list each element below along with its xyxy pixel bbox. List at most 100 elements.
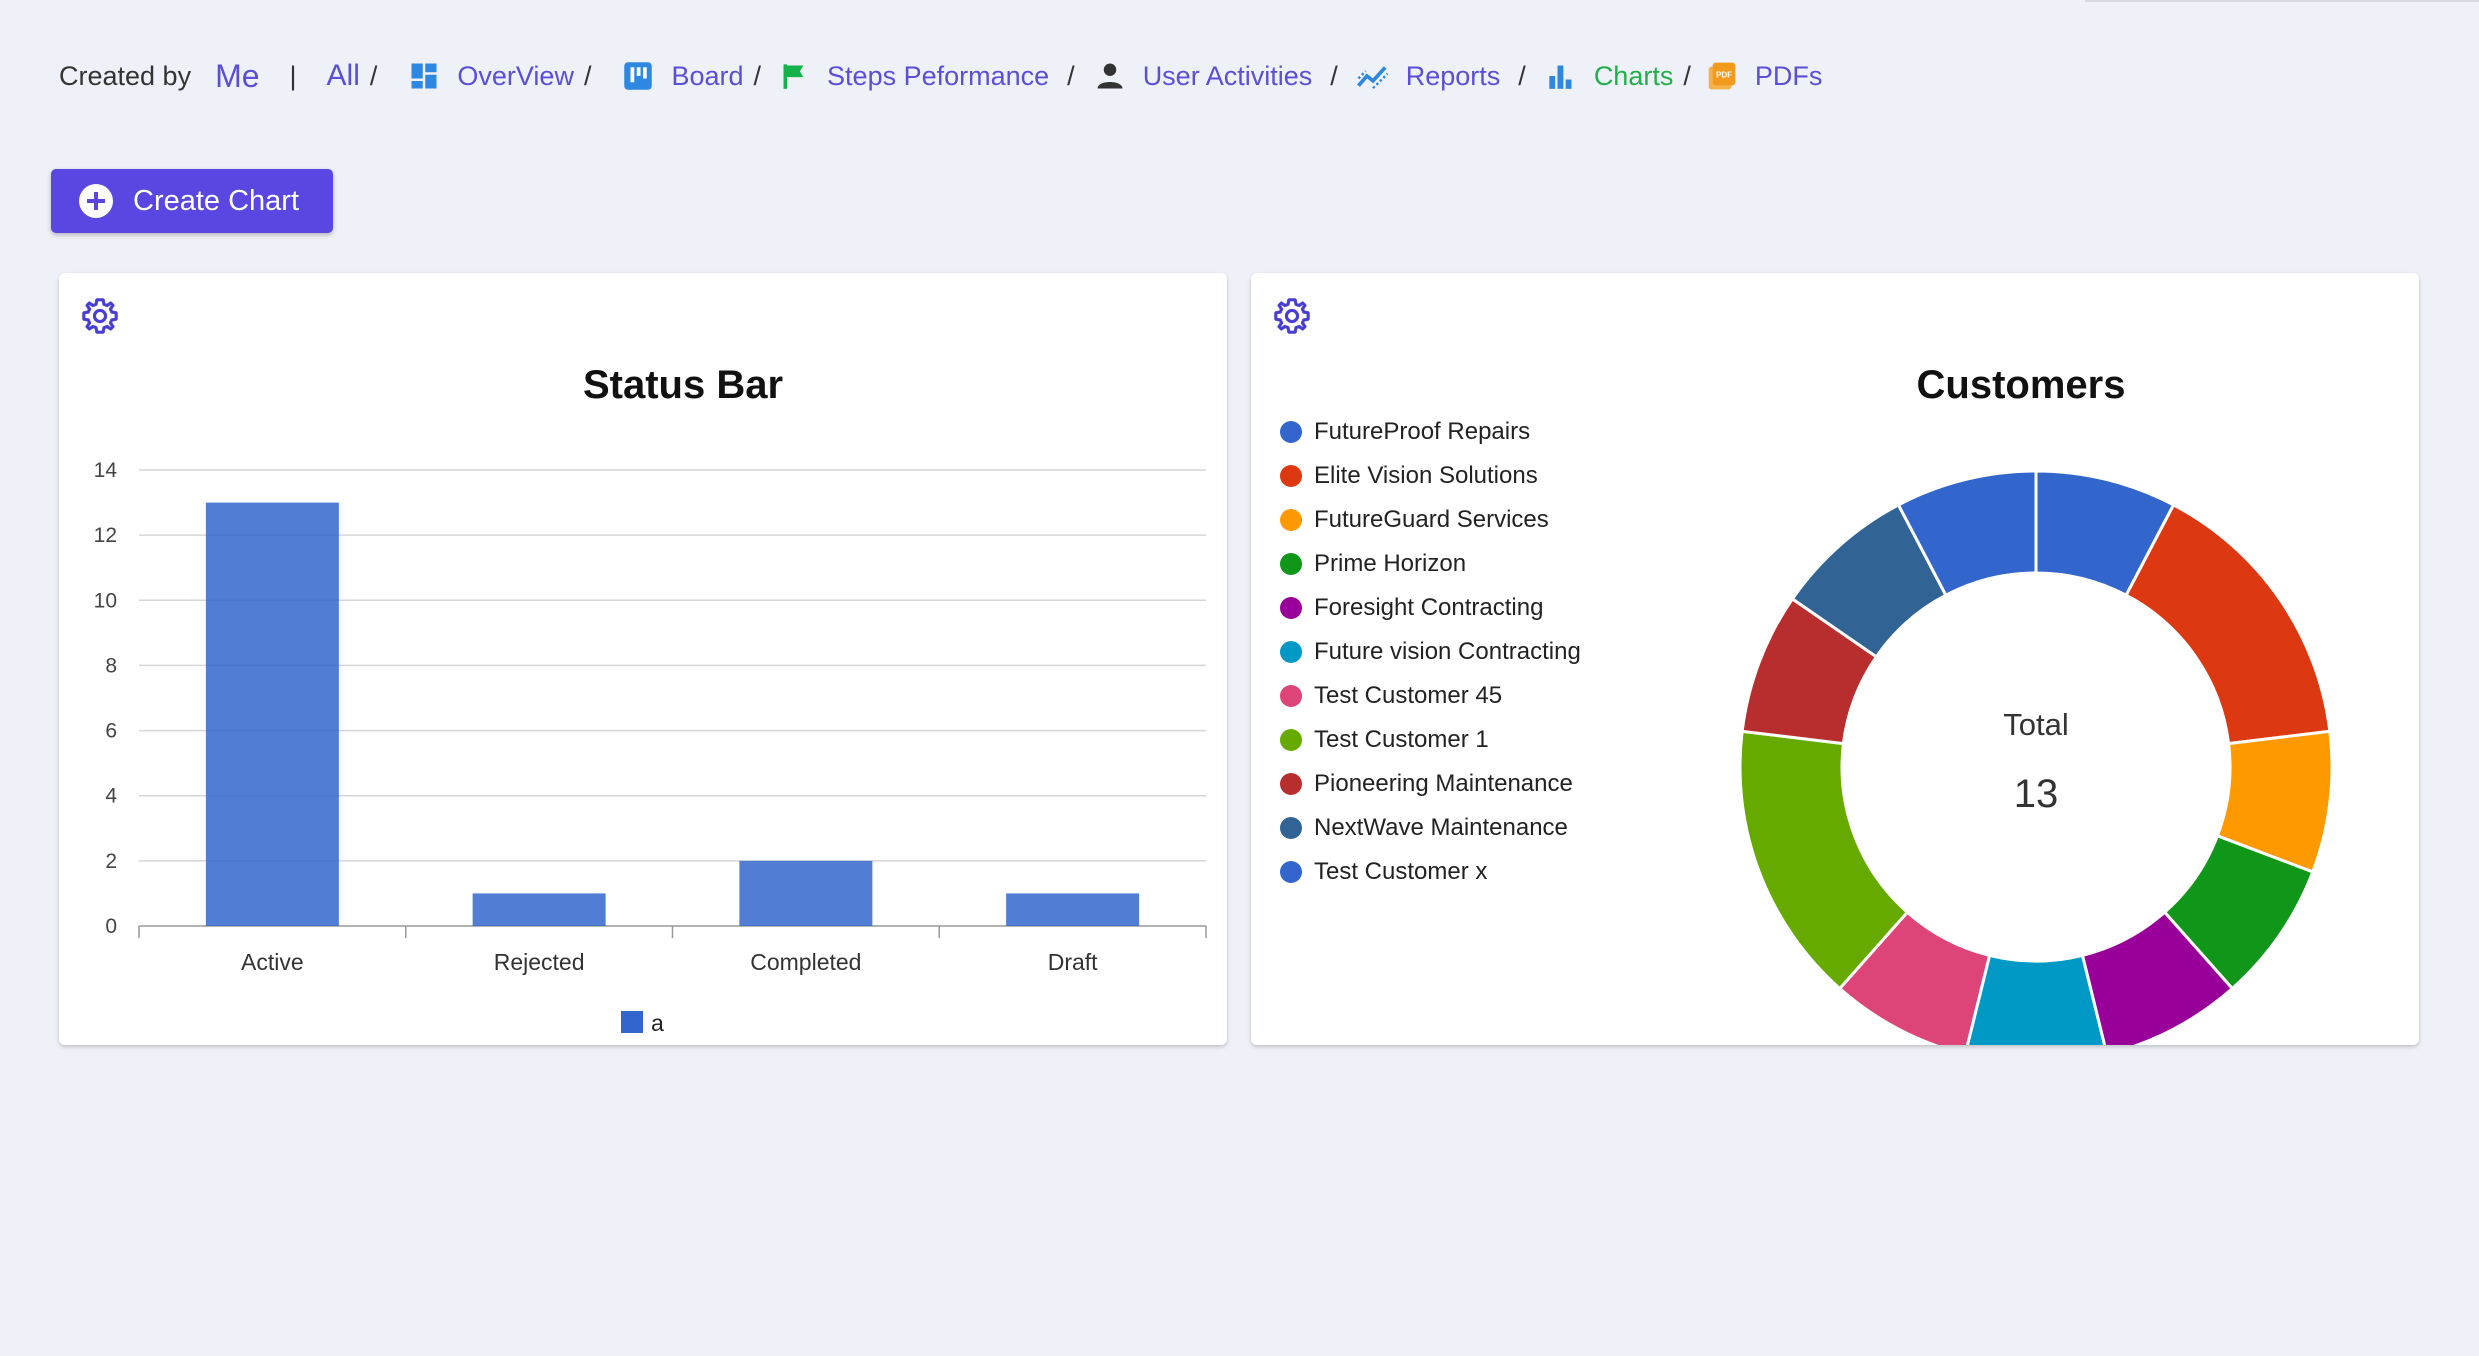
nav-item-label: Steps Peformance [827,60,1050,91]
board-icon [621,59,655,93]
legend-item[interactable]: Elite Vision Solutions [1280,454,1581,498]
settings-gear-icon[interactable] [81,297,119,335]
nav-separator: / [1330,60,1338,91]
legend-item[interactable]: Prime Horizon [1280,542,1581,586]
bar[interactable] [205,502,339,926]
top-divider [2085,0,2479,2]
bar[interactable] [1006,893,1140,926]
donut-slice[interactable] [1896,469,2038,598]
legend-item[interactable]: FutureGuard Services [1280,498,1581,542]
nav-item-label: Board [671,60,744,91]
customers-donut-chart: Total 13 [1738,469,2334,1045]
y-tick-label: 4 [105,785,117,808]
legend-label: Future vision Contracting [1314,638,1581,665]
legend-dot [1280,465,1302,487]
y-tick-label: 14 [94,459,118,482]
dashboard-icon [407,59,441,93]
bar[interactable] [472,893,606,926]
legend-dot [1280,509,1302,531]
legend-item[interactable]: NextWave Maintenance [1280,806,1581,850]
legend-item[interactable]: Test Customer x [1280,850,1581,894]
x-tick-label: Completed [750,949,861,975]
legend-dot [1280,773,1302,795]
legend-item[interactable]: Test Customer 45 [1280,674,1581,718]
x-tick-label: Draft [1048,949,1098,975]
customers-donut-chart-card: Customers FutureProof Repairs Elite Visio… [1251,273,2419,1045]
y-tick-label: 8 [105,654,117,677]
legend-label: Foresight Contracting [1314,594,1544,621]
legend-dot [1280,641,1302,663]
legend-label: FutureGuard Services [1314,506,1549,533]
nav-item-charts[interactable]: Charts [1544,59,1674,93]
legend-item[interactable]: Future vision Contracting [1280,630,1581,674]
nav-separator: / [1518,60,1526,91]
all-filter-link[interactable]: All [326,59,360,92]
create-chart-button[interactable]: Create Chart [51,169,333,233]
nav-item-label: Charts [1593,60,1674,91]
nav-separator: / [369,60,378,91]
nav-item-board[interactable]: Board [621,59,744,93]
legend-dot [1280,817,1302,839]
nav-item-label: Reports [1405,60,1501,91]
y-tick-label: 0 [105,915,117,938]
legend-label: Test Customer 45 [1314,682,1503,709]
bar-chart-icon [1544,59,1578,93]
legend-label: NextWave Maintenance [1314,814,1568,841]
nav-item-label: User Activities [1142,60,1313,91]
legend-item[interactable]: Foresight Contracting [1280,586,1581,630]
legend-dot [1280,597,1302,619]
legend-label: Test Customer 1 [1314,726,1489,753]
legend-item[interactable]: Pioneering Maintenance [1280,762,1581,806]
pipe-divider: | [289,60,297,91]
nav-item-pdfs[interactable]: PDF PDFs [1705,59,1823,93]
nav-item-steps-performance[interactable]: Steps Peformance [777,59,1049,93]
breadcrumb-nav: Created by Me | All / OverView / Board /… [59,52,1822,100]
status-bar-chart: 0 2 4 6 8 10 12 14 Active Rejected Completed Draft a [94,459,1207,1036]
legend-label: Pioneering Maintenance [1314,770,1573,797]
legend-label: Test Customer x [1314,858,1488,885]
trend-icon [1356,59,1390,93]
nav-item-label: OverView [457,60,574,91]
nav-item-user-activities[interactable]: User Activities [1093,59,1313,93]
legend-dot [1280,421,1302,443]
nav-item-label: PDFs [1754,60,1823,91]
legend-label: Prime Horizon [1314,550,1467,577]
nav-separator: / [1683,60,1691,91]
status-bar-chart-card: Status Bar 0 2 4 6 8 10 12 14 Active Rejected Comp… [59,273,1227,1045]
nav-separator: / [583,60,592,91]
x-tick-label: Rejected [494,949,585,975]
bar[interactable] [739,860,873,926]
created-by-label: Created by [59,60,192,91]
svg-text:PDF: PDF [1716,70,1732,79]
nav-item-overview[interactable]: OverView [407,59,574,93]
legend-dot [1280,553,1302,575]
add-circle-icon [79,184,113,218]
settings-gear-icon[interactable] [1273,297,1311,335]
nav-item-reports[interactable]: Reports [1356,59,1501,93]
chart-title: Customers [1916,363,2126,407]
person-icon [1093,59,1127,93]
donut-slice[interactable] [2124,502,2332,746]
legend-dot [1280,861,1302,883]
y-tick-label: 6 [105,720,117,743]
legend-swatch [621,1011,643,1033]
create-chart-label: Create Chart [133,184,300,217]
me-filter-link[interactable]: Me [215,57,260,94]
donut-center-value: 13 [2014,772,2059,816]
legend-label: a [651,1010,664,1036]
nav-separator: / [753,60,762,91]
donut-legend: FutureProof Repairs Elite Vision Solution… [1280,410,1581,894]
chart-title: Status Bar [582,363,784,407]
y-tick-label: 2 [105,850,117,873]
donut-center-label: Total [2003,707,2068,742]
legend-item[interactable]: FutureProof Repairs [1280,410,1581,454]
nav-separator: / [1067,60,1075,91]
flag-icon [777,59,811,93]
y-tick-label: 12 [94,524,117,547]
x-tick-label: Active [241,949,304,975]
y-tick-label: 10 [94,589,117,612]
legend-item[interactable]: Test Customer 1 [1280,718,1581,762]
legend-dot [1280,685,1302,707]
pdf-icon: PDF [1705,59,1739,93]
legend-dot [1280,729,1302,751]
